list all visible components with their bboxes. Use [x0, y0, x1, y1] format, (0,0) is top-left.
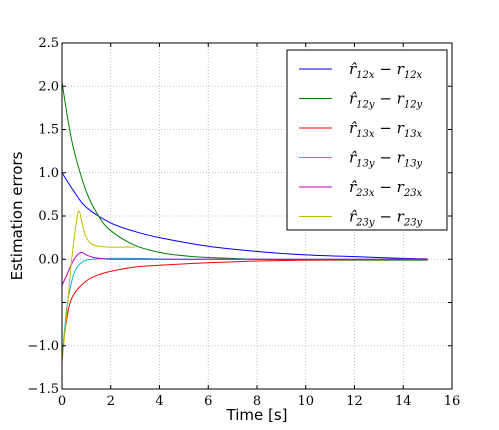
y-tick-label: −1.0 [27, 339, 59, 354]
x-tick-label: 8 [253, 394, 261, 409]
series-line-3 [61, 258, 428, 355]
y-ticks: 2.5 2.0 1.5 1.0 0.5 0.0 −1.0 −1.5 [27, 36, 452, 397]
x-tick-label: 2 [107, 394, 115, 409]
series-lines [61, 81, 428, 364]
legend-label-2: r̂12y − r12y [349, 90, 423, 111]
legend-label-4: r̂13y − r13y [349, 149, 423, 170]
x-axis-label: Time [s] [226, 406, 288, 424]
x-tick-label: 6 [204, 394, 212, 409]
legend-box [286, 49, 448, 231]
y-tick-label: −1.5 [27, 382, 59, 397]
legend-label-5: r̂23x − r23x [349, 178, 423, 199]
legend-label-3: r̂13x − r13x [349, 119, 423, 140]
legend: r̂12x − r12x r̂12y − r12y r̂13x − r13x r̂13… [286, 49, 448, 231]
series-line-1 [61, 172, 428, 260]
legend-label-6: r̂23y − r23y [349, 208, 423, 229]
x-tick-label: 12 [346, 394, 363, 409]
series-line-4 [61, 257, 428, 359]
x-tick-label: 16 [444, 394, 461, 409]
legend-label-1: r̂12x − r12x [349, 60, 423, 81]
series-line-5 [61, 251, 428, 286]
x-tick-label: 14 [395, 394, 412, 409]
y-tick-label: 2.0 [38, 79, 59, 94]
x-tick-label: 10 [297, 394, 314, 409]
x-tick-label: 0 [58, 394, 66, 409]
y-tick-label: 0.0 [38, 252, 59, 267]
y-tick-label: 2.5 [38, 36, 59, 51]
y-tick-label: 1.0 [38, 166, 59, 181]
y-tick-label: 1.5 [38, 123, 59, 138]
y-tick-label: 0.5 [38, 209, 59, 224]
series-line-6 [61, 210, 136, 364]
y-axis-label: Estimation errors [8, 151, 26, 280]
x-ticks: 0 2 4 6 8 10 12 14 16 [58, 43, 460, 409]
x-tick-label: 4 [155, 394, 163, 409]
